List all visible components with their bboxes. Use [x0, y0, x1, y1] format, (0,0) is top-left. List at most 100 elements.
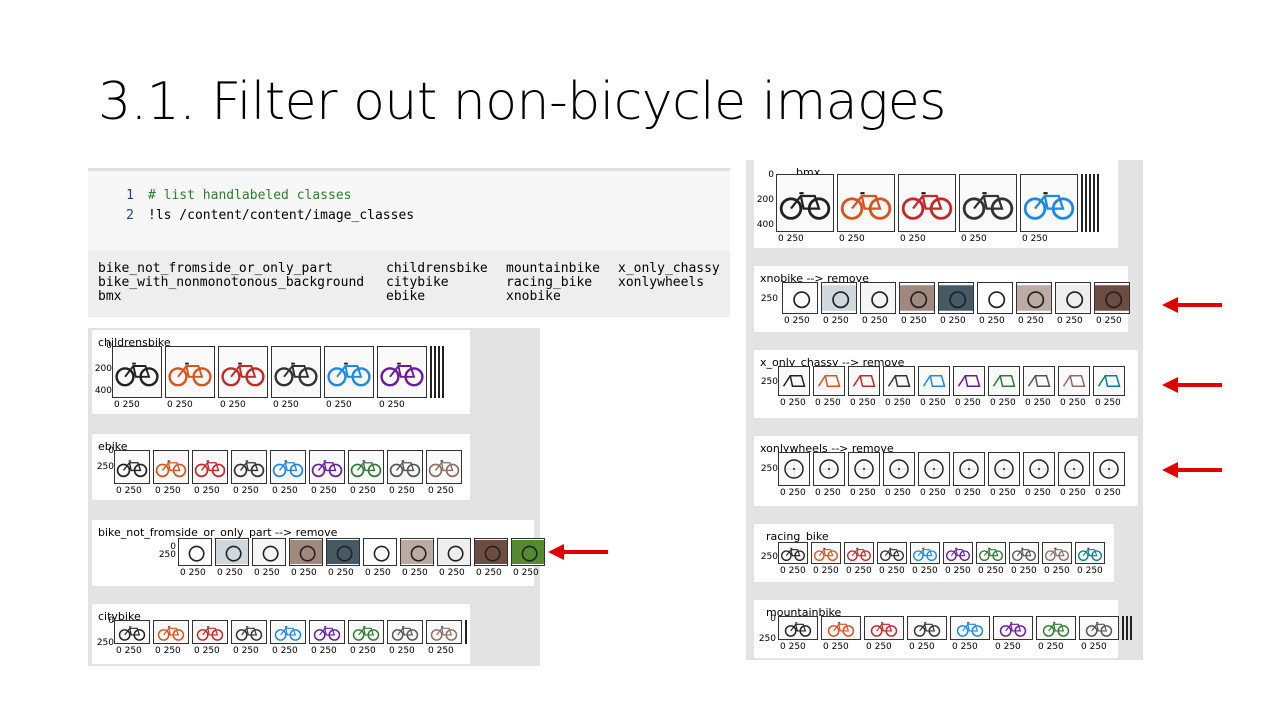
x-tick: 0 250 — [862, 316, 888, 326]
x-tick: 0 250 — [901, 316, 927, 326]
x-tick: 0 250 — [180, 568, 206, 578]
output-item: bike_with_nonmonotonous_background — [98, 275, 365, 290]
x-tick: 0 250 — [850, 398, 876, 408]
x-tick: 0 250 — [995, 642, 1021, 652]
image-thumbnail — [907, 616, 947, 640]
x-tick: 0 250 — [291, 568, 317, 578]
code-input[interactable]: 1 # list handlabeled classes 2 !ls /conten… — [88, 171, 730, 251]
red-arrow-left-icon — [1162, 377, 1222, 393]
image-thumbnail — [215, 538, 249, 566]
x-tick: 0 250 — [909, 642, 935, 652]
x-tick: 0 250 — [1038, 642, 1064, 652]
y-tick: 250 — [760, 464, 778, 474]
x-tick: 0 250 — [217, 568, 243, 578]
image-thumbnail — [1093, 366, 1125, 396]
x-tick: 0 250 — [114, 400, 140, 410]
x-tick: 0 250 — [955, 488, 981, 498]
image-thumbnail — [988, 452, 1020, 486]
image-thumbnail — [1023, 452, 1055, 486]
x-tick: 0 250 — [885, 488, 911, 498]
image-thumbnail — [959, 174, 1017, 232]
image-thumbnail — [910, 542, 940, 564]
y-tick: 0 — [108, 446, 114, 456]
x-tick: 0 250 — [815, 398, 841, 408]
plot-title: xnobike --> remove — [760, 272, 869, 285]
output-item: x_only_chassy — [618, 261, 720, 276]
image-thumbnail — [1036, 616, 1076, 640]
y-tick: 250 — [96, 638, 114, 648]
code-comment: # list handlabeled classes — [148, 188, 352, 203]
x-tick: 0 250 — [379, 400, 405, 410]
x-tick: 0 250 — [1060, 398, 1086, 408]
thumbnail-strip — [465, 620, 467, 644]
thumbnail-strip — [1081, 174, 1083, 232]
x-tick: 0 250 — [233, 646, 259, 656]
plot-mountainbike: mountainbike 0 250 0 250 0 250 0 250 0 250 0… — [754, 600, 1132, 658]
y-tick: 250 — [760, 552, 778, 562]
image-thumbnail — [114, 620, 150, 644]
x-tick: 0 250 — [979, 316, 1005, 326]
image-thumbnail — [192, 620, 228, 644]
x-tick: 0 250 — [961, 234, 987, 244]
x-tick: 0 250 — [912, 566, 938, 576]
x-tick: 0 250 — [823, 642, 849, 652]
image-thumbnail — [348, 620, 384, 644]
y-tick: 400 — [756, 220, 774, 230]
image-thumbnail — [474, 538, 508, 566]
image-thumbnail — [231, 620, 267, 644]
x-tick: 0 250 — [846, 566, 872, 576]
red-arrow-left-icon — [548, 544, 608, 560]
image-thumbnail — [1020, 174, 1078, 232]
thumbnail-grid — [778, 452, 1128, 486]
thumbnail-strip — [442, 346, 444, 398]
x-tick: 0 250 — [155, 646, 181, 656]
thumbnail-strip — [434, 346, 436, 398]
x-tick: 0 250 — [1077, 566, 1103, 576]
code-cell[interactable]: 1 # list handlabeled classes 2 !ls /conten… — [88, 168, 730, 317]
image-thumbnail — [950, 616, 990, 640]
thumbnail-strip — [1085, 174, 1087, 232]
image-thumbnail — [844, 542, 874, 564]
thumbnail-strip — [1126, 616, 1128, 640]
image-thumbnail — [1042, 542, 1072, 564]
image-thumbnail — [883, 366, 915, 396]
plot-citybike: citybike 0 250 0 250 0 250 0 250 0 250 0 250… — [92, 604, 470, 664]
output-item: racing_bike — [506, 275, 593, 290]
x-tick: 0 250 — [1057, 316, 1083, 326]
x-tick: 0 250 — [272, 486, 298, 496]
y-tick: 0 — [768, 170, 774, 180]
image-thumbnail — [778, 616, 818, 640]
output-item: xonlywheels — [618, 275, 705, 290]
x-tick: 0 250 — [350, 486, 376, 496]
x-tick: 0 250 — [326, 400, 352, 410]
y-tick: 400 — [94, 386, 112, 396]
x-tick: 0 250 — [1025, 398, 1051, 408]
x-tick: 0 250 — [900, 234, 926, 244]
x-tick: 0 250 — [254, 568, 280, 578]
y-tick: 250 — [760, 294, 778, 304]
code-command: !ls /content/content/image_classes — [148, 208, 415, 223]
thumbnail-strip — [1097, 174, 1099, 232]
plot-bmx: bmx 0 200 400 0 250 0 250 0 250 0 250 0 250 — [754, 160, 1118, 248]
output-item: childrensbike — [386, 261, 488, 276]
image-thumbnail — [899, 282, 935, 314]
slide-title: 3.1. Filter out non-bicycle images — [98, 72, 946, 132]
image-thumbnail — [270, 450, 306, 484]
x-tick: 0 250 — [920, 398, 946, 408]
code-line-1: 1 # list handlabeled classes — [88, 188, 352, 203]
image-thumbnail — [289, 538, 323, 566]
image-thumbnail — [511, 538, 545, 566]
image-thumbnail — [437, 538, 471, 566]
x-tick: 0 250 — [940, 316, 966, 326]
thumbnail-grid — [178, 538, 548, 566]
image-thumbnail — [178, 538, 212, 566]
x-tick: 0 250 — [1044, 566, 1070, 576]
y-tick: 250 — [760, 377, 778, 387]
x-tick: 0 250 — [778, 234, 804, 244]
image-thumbnail — [813, 366, 845, 396]
x-tick: 0 250 — [272, 646, 298, 656]
x-tick: 0 250 — [1025, 488, 1051, 498]
plot-x-only-chassy: x_only_chassy --> remove 250 0 250 0 250 0… — [754, 350, 1138, 418]
x-tick: 0 250 — [780, 566, 806, 576]
image-thumbnail — [918, 452, 950, 486]
